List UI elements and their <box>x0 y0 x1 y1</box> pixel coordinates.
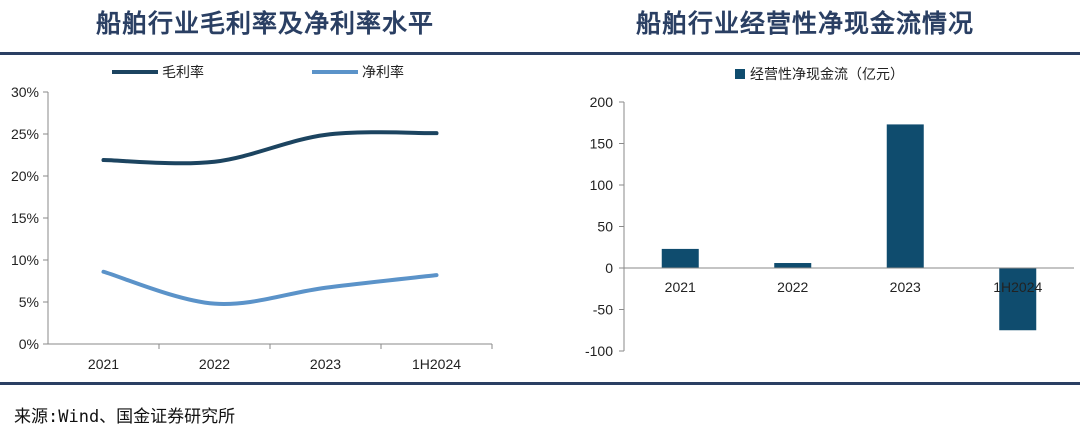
y-tick-label: 200 <box>590 94 614 110</box>
top-divider <box>0 52 1080 55</box>
x-tick-label: 1H2024 <box>993 279 1042 295</box>
legend-label: 毛利率 <box>162 64 204 80</box>
x-tick-label: 2022 <box>199 356 230 372</box>
legend-label: 净利率 <box>362 64 404 80</box>
source-note: 来源:Wind、国金证券研究所 <box>14 407 236 427</box>
bar-2021 <box>661 248 699 268</box>
left-chart-title: 船舶行业毛利率及净利率水平 <box>95 9 434 38</box>
x-tick-label: 2023 <box>890 279 921 295</box>
y-tick-label: 100 <box>590 177 614 193</box>
cashflow-bar-chart: -100 -50 0 50 100 150 200 2021 2022 2023 1H2024 经营性… <box>585 66 1074 359</box>
y-tick-label: 20% <box>11 168 39 184</box>
y-tick-label: 5% <box>19 294 39 310</box>
y-tick-label: 25% <box>11 126 39 142</box>
legend-swatch <box>735 69 745 79</box>
x-tick-label: 2022 <box>777 279 808 295</box>
bar-2022 <box>774 263 812 268</box>
bar-2023 <box>886 124 924 268</box>
x-tick-label: 2021 <box>88 356 119 372</box>
series-line-net-margin <box>101 269 439 307</box>
y-tick-label: -100 <box>585 343 613 359</box>
bottom-divider <box>0 382 1080 385</box>
bar-1H2024 <box>999 268 1037 331</box>
y-tick-label: 50 <box>597 219 613 235</box>
y-tick-label: 0 <box>605 260 613 276</box>
y-tick-label: 150 <box>590 136 614 152</box>
x-tick-label: 2021 <box>665 279 696 295</box>
y-tick-label: -50 <box>593 302 613 318</box>
series-line-gross-margin <box>101 130 439 166</box>
margin-line-chart: 0% 5% 10% 15% 20% 25% 30% 2021 2022 2023 1H2024 毛利率… <box>11 64 493 372</box>
legend-label: 经营性净现金流（亿元） <box>750 66 904 82</box>
x-tick-label: 1H2024 <box>412 356 461 372</box>
y-tick-label: 15% <box>11 210 39 226</box>
y-tick-label: 10% <box>11 252 39 268</box>
y-tick-label: 30% <box>11 84 39 100</box>
right-chart-title: 船舶行业经营性净现金流情况 <box>635 9 974 38</box>
x-tick-label: 2023 <box>310 356 341 372</box>
y-tick-label: 0% <box>19 336 39 352</box>
